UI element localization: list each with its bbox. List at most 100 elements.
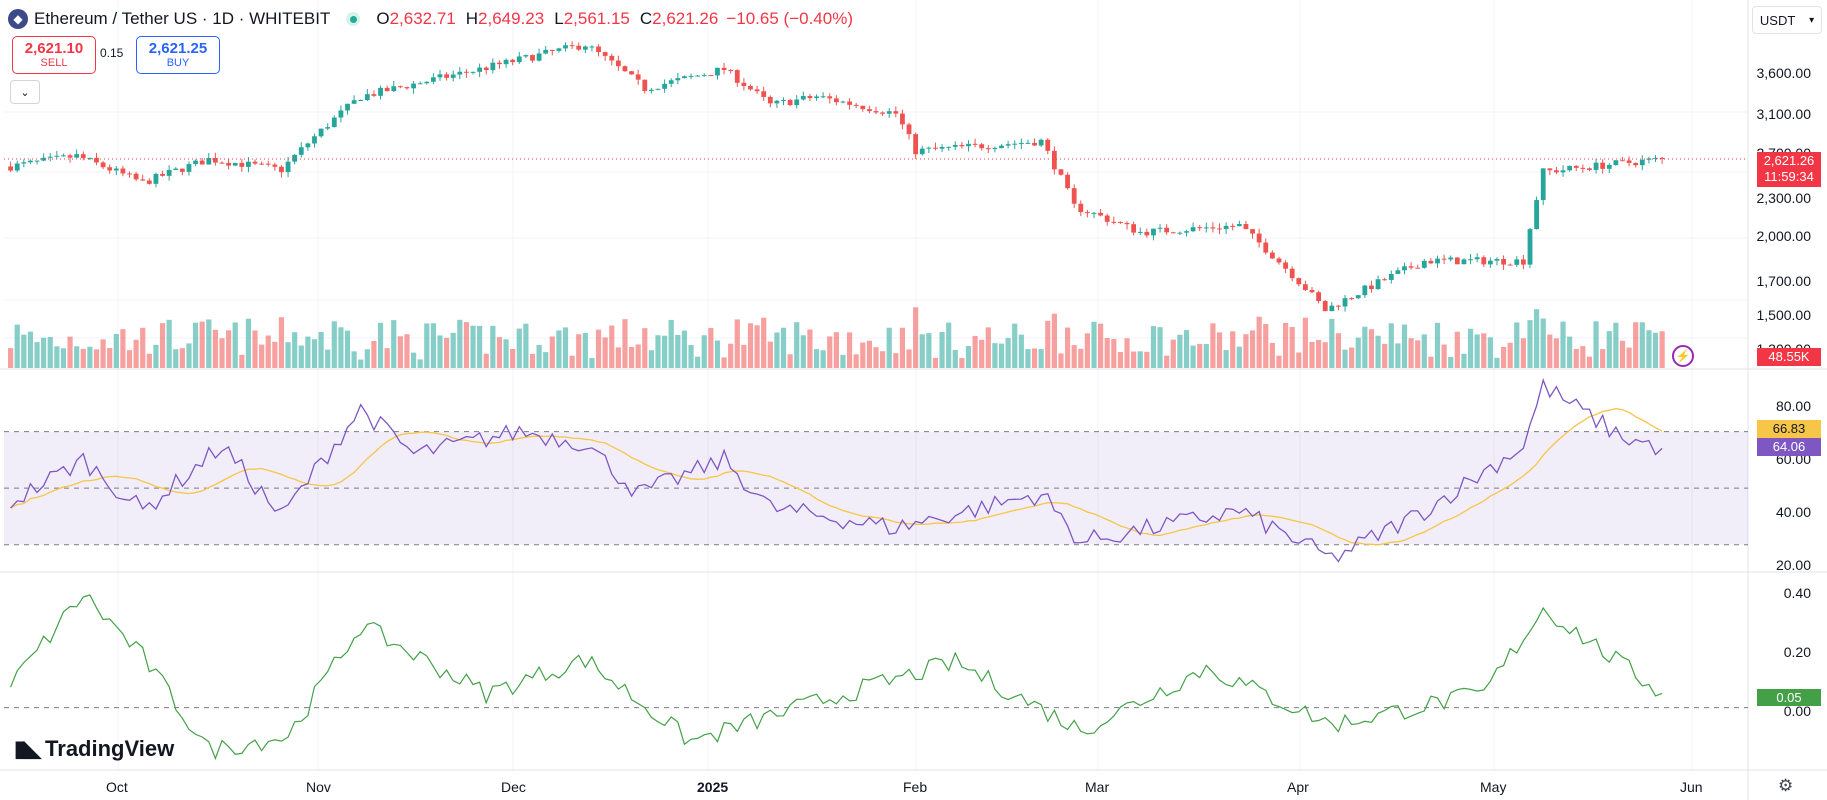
candle-body — [193, 160, 198, 165]
volume-bar — [668, 319, 674, 368]
volume-bar — [444, 337, 450, 368]
volume-bar — [794, 322, 800, 368]
volume-bar — [1500, 346, 1507, 368]
volume-bar — [1177, 334, 1183, 368]
volume-bar — [1329, 318, 1335, 368]
candle-body — [800, 95, 806, 100]
collapse-legend-button[interactable]: ⌄ — [10, 80, 40, 104]
volume-bar — [245, 318, 252, 368]
candle-body — [1474, 257, 1480, 260]
volume-bar — [1659, 331, 1665, 368]
time-label: Dec — [501, 779, 526, 795]
candle-body — [140, 179, 146, 181]
volume-bar — [179, 348, 185, 368]
candle-body — [1382, 279, 1388, 281]
volume-bar — [1619, 340, 1626, 368]
volume-bar — [265, 335, 271, 368]
volume-bar — [417, 359, 423, 368]
candle-body — [728, 70, 734, 72]
candle-body — [1349, 298, 1355, 300]
volume-bar — [477, 325, 483, 368]
candle-body — [497, 62, 502, 65]
candle-body — [325, 127, 331, 129]
candle-body — [1296, 278, 1302, 285]
sell-button[interactable]: 2,621.10 SELL — [12, 36, 96, 74]
candle-body — [629, 71, 634, 75]
candle-body — [450, 74, 456, 78]
volume-bar — [1137, 351, 1143, 368]
candle-body — [1302, 284, 1308, 291]
candle-body — [483, 67, 489, 71]
candle-body — [1131, 224, 1137, 233]
candle-body — [411, 83, 416, 89]
volume-bar — [767, 341, 773, 368]
volume-bar — [1362, 326, 1368, 368]
candle-body — [351, 100, 357, 104]
lightning-icon[interactable]: ⚡ — [1672, 345, 1694, 367]
candle-body — [1514, 259, 1520, 265]
volume-bar — [655, 335, 661, 368]
volume-bar — [232, 322, 238, 368]
tradingview-logo[interactable]: ▮◣ TradingView — [14, 736, 174, 762]
candle-body — [655, 88, 661, 90]
volume-bar — [1005, 337, 1011, 368]
candle-body — [94, 157, 99, 163]
settings-gear-icon[interactable]: ⚙ — [1778, 776, 1794, 795]
volume-bar — [959, 357, 965, 368]
volume-bar — [1078, 348, 1084, 368]
volume-bar — [67, 336, 73, 368]
volume-bar — [708, 327, 714, 368]
currency-select[interactable]: USDT ▾ — [1752, 6, 1822, 34]
candle-body — [662, 83, 668, 89]
candle-body — [576, 45, 582, 50]
buy-button[interactable]: 2,621.25 BUY — [136, 36, 220, 74]
candle-body — [133, 173, 139, 180]
volume-bar — [510, 349, 516, 368]
volume-bar — [899, 327, 906, 368]
volume-bar — [1025, 349, 1031, 368]
oscillator-line — [10, 594, 1663, 761]
buy-label: BUY — [166, 56, 190, 69]
volume-bar — [1249, 330, 1256, 368]
candle-body — [318, 128, 324, 137]
market-status-icon[interactable] — [346, 12, 361, 26]
candle-body — [781, 99, 786, 101]
volume-bar — [285, 342, 291, 368]
volume-bar — [985, 327, 991, 368]
candle-body — [74, 154, 80, 158]
candle-body — [774, 100, 780, 104]
candle-body — [1104, 215, 1110, 222]
volume-bar — [807, 329, 813, 368]
volume-bar — [424, 323, 430, 368]
chevron-down-icon: ⌄ — [20, 86, 30, 99]
candle-body — [1494, 258, 1500, 261]
candle-body — [252, 161, 258, 164]
volume-bar — [1031, 348, 1038, 368]
candle-body — [173, 168, 179, 171]
candle-body — [1032, 142, 1037, 146]
volume-bar — [728, 343, 734, 368]
candle-body — [477, 67, 483, 72]
candle-body — [708, 75, 714, 77]
volume-bar — [278, 317, 285, 368]
candle-body — [160, 173, 165, 176]
price-tick: 2,300.00 — [1756, 190, 1812, 206]
candle-body — [199, 160, 205, 165]
volume-bar — [1111, 338, 1117, 368]
volume-bar — [1098, 323, 1104, 368]
volume-bar — [199, 321, 205, 368]
candle-body — [1587, 168, 1592, 170]
volume-bar — [212, 329, 218, 368]
price-tick: 3,600.00 — [1756, 65, 1812, 81]
candle-body — [166, 170, 172, 176]
candle-body — [530, 55, 535, 61]
candle-body — [549, 49, 555, 51]
candle-body — [1157, 227, 1163, 229]
symbol-title[interactable]: Ethereum / Tether US · 1D · WHITEBIT — [34, 9, 331, 28]
candle-body — [569, 45, 575, 47]
candle-body — [1527, 229, 1533, 265]
low-label: L — [554, 9, 564, 28]
candle-body — [1190, 227, 1196, 232]
volume-bar — [1547, 334, 1553, 368]
